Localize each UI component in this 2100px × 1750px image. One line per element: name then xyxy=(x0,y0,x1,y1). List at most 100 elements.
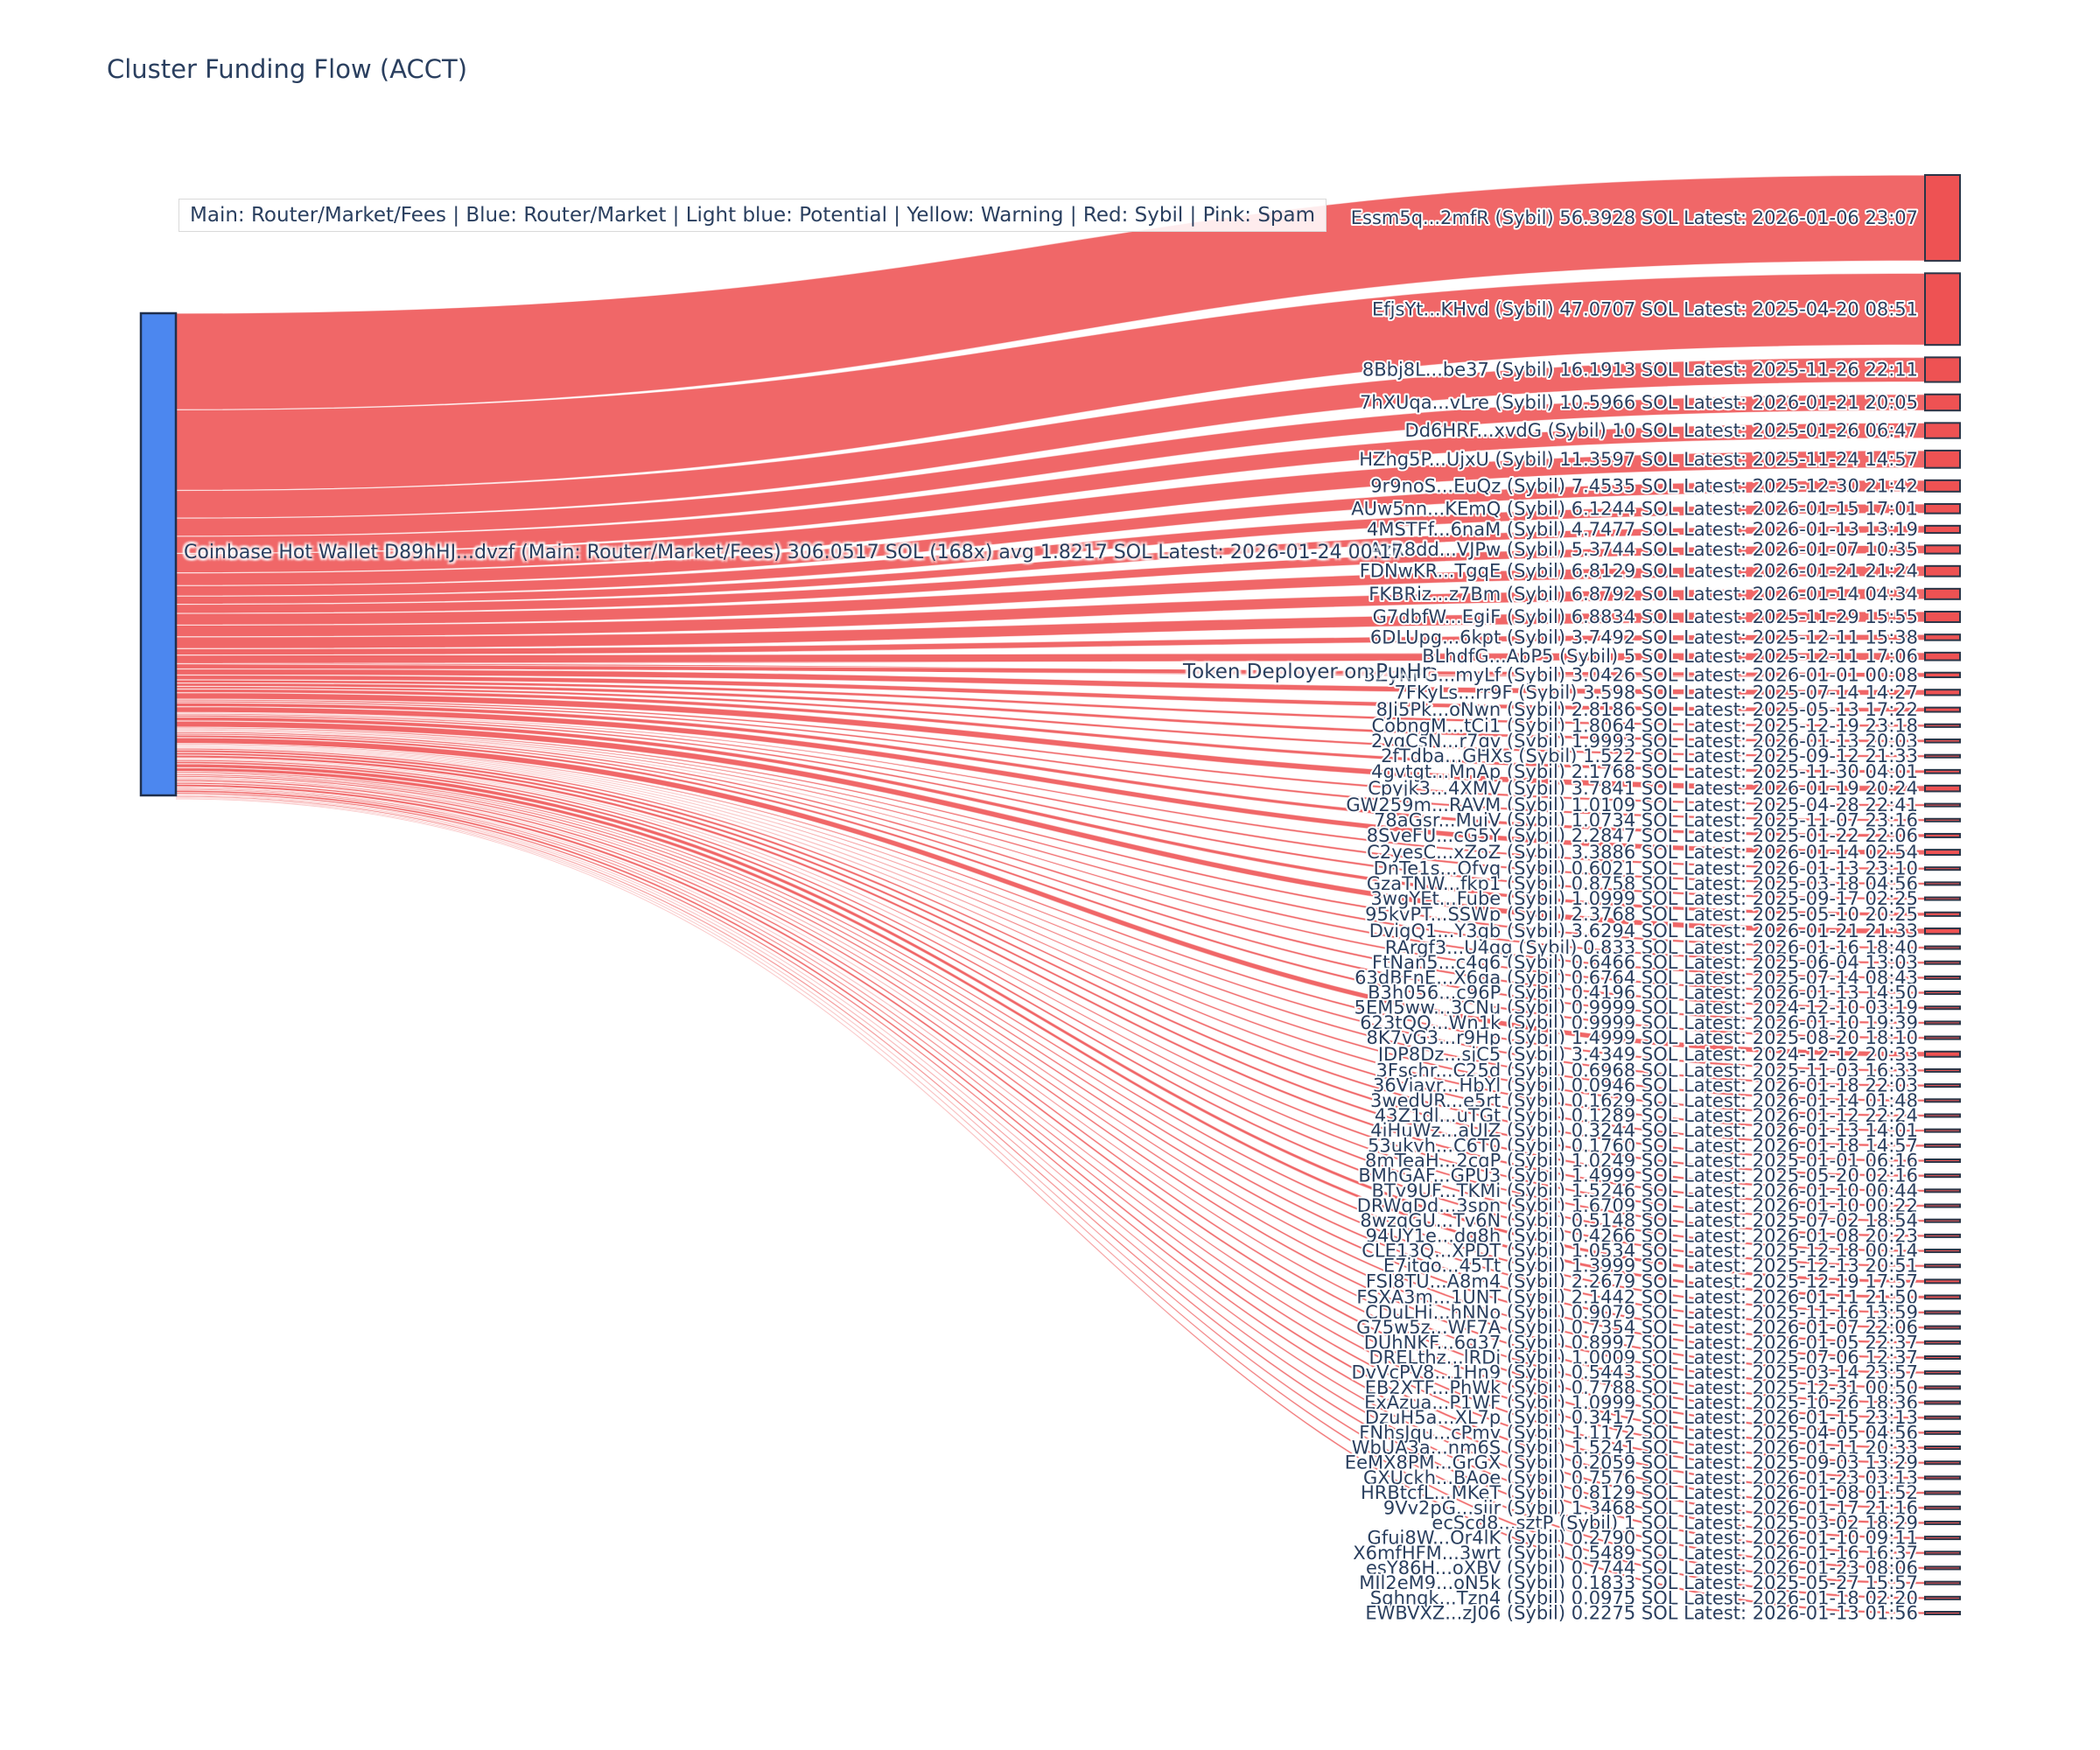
target-node[interactable] xyxy=(1924,1310,1961,1315)
target-node[interactable] xyxy=(1924,1550,1961,1556)
target-node[interactable] xyxy=(1924,1460,1961,1466)
target-node[interactable] xyxy=(1924,1490,1961,1495)
target-node[interactable] xyxy=(1924,1415,1961,1420)
target-node[interactable] xyxy=(1924,1565,1961,1571)
target-node[interactable] xyxy=(1924,1430,1961,1435)
target-node[interactable] xyxy=(1924,706,1961,713)
target-node[interactable] xyxy=(1924,1098,1961,1103)
target-node-label: MJl2eM9...oN5k (Sybil) 0.1833 SOL Latest… xyxy=(1359,1572,1918,1593)
target-node[interactable] xyxy=(1924,817,1961,822)
target-node[interactable] xyxy=(1924,1340,1961,1345)
target-node[interactable] xyxy=(1924,1068,1961,1073)
target-node[interactable] xyxy=(1924,174,1961,262)
source-node-label: Coinbase Hot Wallet D89hHJ...dvzf (Main:… xyxy=(184,542,1404,564)
target-node[interactable] xyxy=(1924,768,1961,774)
target-node[interactable] xyxy=(1924,1264,1961,1269)
target-node[interactable] xyxy=(1924,503,1961,514)
target-node[interactable] xyxy=(1924,1173,1961,1179)
target-node-label: 4MSTFf...6naM (Sybil) 4.7477 SOL Latest:… xyxy=(1367,519,1918,540)
target-node-label: B3h056...c96P (Sybil) 0.4196 SOL Latest:… xyxy=(1368,983,1918,1004)
target-node[interactable] xyxy=(1924,832,1961,838)
target-node[interactable] xyxy=(1924,449,1961,469)
target-node[interactable] xyxy=(1924,651,1961,662)
target-node[interactable] xyxy=(1924,689,1961,696)
target-node[interactable] xyxy=(1924,587,1961,600)
target-node[interactable] xyxy=(1924,1128,1961,1133)
target-node[interactable] xyxy=(1924,1158,1961,1163)
target-node[interactable] xyxy=(1924,1325,1961,1330)
target-node[interactable] xyxy=(1924,1370,1961,1376)
target-node-label: ExAzua...P1WF (Sybil) 1.0999 SOL Latest:… xyxy=(1364,1392,1918,1413)
target-node[interactable] xyxy=(1924,1475,1961,1480)
target-node-label: DRELthz...lRDj (Sybil) 1.0009 SOL Latest… xyxy=(1368,1347,1918,1368)
target-node[interactable] xyxy=(1924,1294,1961,1300)
target-node[interactable] xyxy=(1924,1278,1961,1284)
target-node[interactable] xyxy=(1924,1020,1961,1026)
target-node[interactable] xyxy=(1924,928,1961,935)
target-node-label: AUw5nn...KEmQ (Sybil) 6.1244 SOL Latest:… xyxy=(1351,498,1918,519)
target-node[interactable] xyxy=(1924,1233,1961,1238)
target-node-label: X6mfHFM...3wrt (Sybil) 0.5489 SOL Latest… xyxy=(1353,1543,1918,1564)
target-node[interactable] xyxy=(1924,634,1961,641)
target-node-label: 9Vv2pG...sjir (Sybil) 1.3468 SOL Latest:… xyxy=(1383,1497,1918,1518)
target-node[interactable] xyxy=(1924,272,1961,346)
target-node[interactable] xyxy=(1924,1536,1961,1541)
target-node[interactable] xyxy=(1924,564,1961,578)
target-node[interactable] xyxy=(1924,723,1961,728)
target-node[interactable] xyxy=(1924,1595,1961,1600)
target-node[interactable] xyxy=(1924,1446,1961,1451)
target-node[interactable] xyxy=(1924,1188,1961,1194)
target-node[interactable] xyxy=(1924,1354,1961,1360)
target-node[interactable] xyxy=(1924,802,1961,808)
target-node[interactable] xyxy=(1924,1083,1961,1088)
target-node[interactable] xyxy=(1924,945,1961,950)
target-node[interactable] xyxy=(1924,866,1961,872)
target-node[interactable] xyxy=(1924,1611,1961,1615)
target-node[interactable] xyxy=(1924,975,1961,980)
target-node-label: EWBVXZ...zJ06 (Sybil) 0.2275 SOL Latest:… xyxy=(1365,1603,1918,1624)
target-node[interactable] xyxy=(1924,1249,1961,1254)
target-node[interactable] xyxy=(1924,990,1961,996)
target-node-label: 43Z1dl...uTGt (Sybil) 0.1289 SOL Latest:… xyxy=(1375,1105,1918,1126)
target-node[interactable] xyxy=(1924,849,1961,857)
target-node[interactable] xyxy=(1924,1218,1961,1223)
target-node[interactable] xyxy=(1924,1580,1961,1586)
target-node[interactable] xyxy=(1924,911,1961,917)
target-node[interactable] xyxy=(1924,1505,1961,1510)
target-node-label: 63dBFnE...X6ga (Sybil) 0.6764 SOL Latest… xyxy=(1354,967,1918,988)
target-node[interactable] xyxy=(1924,544,1961,555)
target-node[interactable] xyxy=(1924,671,1961,679)
target-node[interactable] xyxy=(1924,610,1961,623)
target-node[interactable] xyxy=(1924,479,1961,493)
target-node[interactable] xyxy=(1924,738,1961,744)
target-node-label: DRWqDd...3spn (Sybil) 1.6709 SOL Latest:… xyxy=(1357,1195,1918,1216)
target-node-label: Essm5q...2mfR (Sybil) 56.3928 SOL Latest… xyxy=(1351,207,1918,228)
target-node[interactable] xyxy=(1924,422,1961,439)
target-node[interactable] xyxy=(1924,1035,1961,1040)
target-node-label: HRBtcfL...MKeT (Sybil) 0.8129 SOL Latest… xyxy=(1361,1482,1918,1503)
target-node[interactable] xyxy=(1924,1385,1961,1390)
target-node[interactable] xyxy=(1924,753,1961,759)
source-node[interactable] xyxy=(139,312,178,797)
target-node[interactable] xyxy=(1924,356,1961,383)
target-node[interactable] xyxy=(1924,881,1961,886)
target-node[interactable] xyxy=(1924,960,1961,965)
target-node[interactable] xyxy=(1924,896,1961,901)
target-node[interactable] xyxy=(1924,1005,1961,1011)
target-node[interactable] xyxy=(1924,393,1961,412)
target-node-label: C2yesC...xZoZ (Sybil) 3.3886 SOL Latest:… xyxy=(1367,842,1918,863)
target-node-label: DvigQ1...Y3gb (Sybil) 3.6294 SOL Latest:… xyxy=(1369,920,1918,942)
target-node[interactable] xyxy=(1924,1400,1961,1405)
target-node-label: 2fTdba...GHXs (Sybil) 1.522 SOL Latest: … xyxy=(1381,746,1918,766)
target-node-label: Sqhnqk...Tzn4 (Sybil) 0.0975 SOL Latest:… xyxy=(1370,1587,1918,1608)
target-node[interactable] xyxy=(1924,1520,1961,1525)
target-node[interactable] xyxy=(1924,1143,1961,1148)
target-node[interactable] xyxy=(1924,1113,1961,1118)
target-node[interactable] xyxy=(1924,784,1961,793)
target-node[interactable] xyxy=(1924,1203,1961,1208)
target-node-label: FtNan5...c4q6 (Sybil) 0.6466 SOL Latest:… xyxy=(1372,952,1918,973)
target-node[interactable] xyxy=(1924,1050,1961,1058)
target-node[interactable] xyxy=(1924,524,1961,535)
